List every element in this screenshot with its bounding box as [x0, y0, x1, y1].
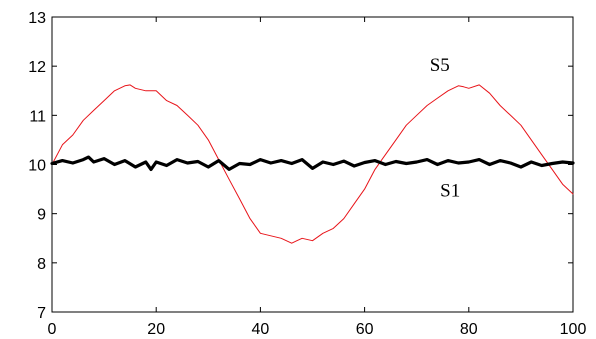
x-tick-label: 60 — [356, 321, 374, 338]
y-tick-label: 11 — [29, 108, 46, 125]
series-annotation-s1: S1 — [440, 180, 460, 201]
x-tick-label: 0 — [48, 321, 57, 338]
y-tick-label: 12 — [28, 59, 46, 76]
y-tick-label: 10 — [28, 158, 46, 175]
y-tick-label: 13 — [28, 10, 46, 27]
annotation-layer: S5 S1 — [430, 55, 460, 201]
series-layer — [50, 84, 575, 244]
x-tick-label: 80 — [460, 321, 478, 338]
y-tick-label: 9 — [37, 207, 46, 224]
series-line-s1 — [50, 155, 575, 171]
y-tick-label: 7 — [37, 305, 46, 322]
series-annotation-s5: S5 — [430, 55, 450, 76]
plot-area: 7 8 9 10 11 12 13 0 20 40 60 80 100 S5 S1 — [28, 10, 586, 338]
x-tick-label: 20 — [147, 321, 165, 338]
y-tick-label: 8 — [37, 256, 46, 273]
x-axis: 0 20 40 60 80 100 — [48, 17, 587, 338]
x-tick-label: 40 — [252, 321, 270, 338]
x-tick-label: 100 — [560, 321, 587, 338]
series-line-s5 — [51, 84, 574, 244]
y-axis: 7 8 9 10 11 12 13 — [28, 10, 573, 322]
